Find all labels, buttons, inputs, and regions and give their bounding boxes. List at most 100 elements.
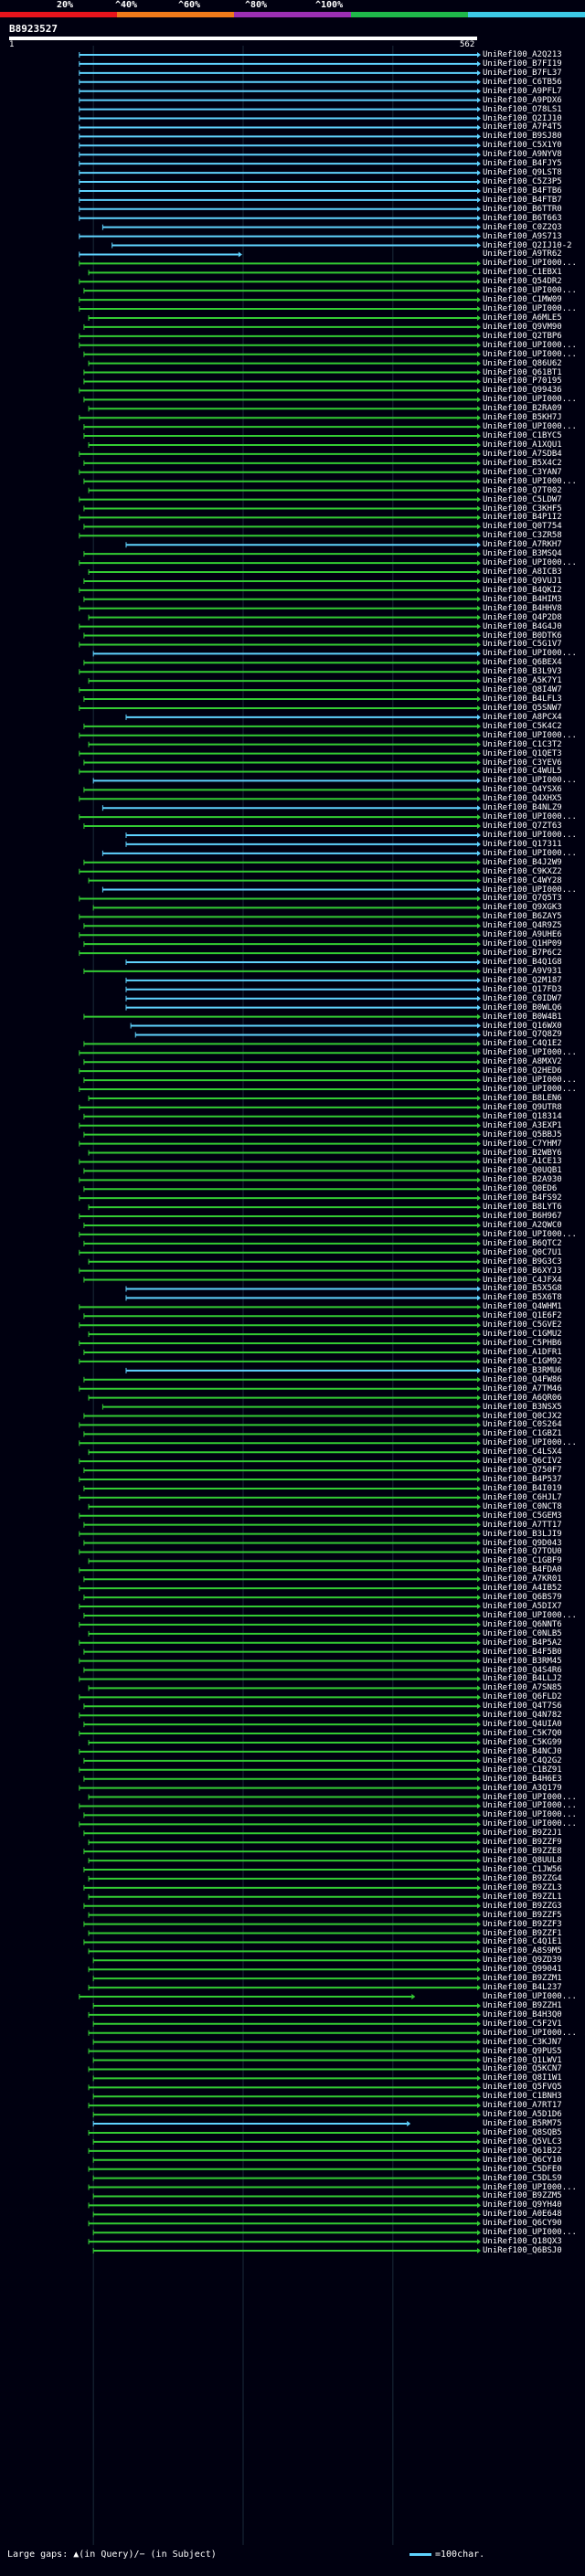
hit-label[interactable]: UniRef100_UPI000... — [483, 1085, 577, 1095]
hit-label[interactable]: UniRef100_B2RA09 — [483, 404, 562, 414]
hit-label[interactable]: UniRef100_UPI000... — [483, 1810, 577, 1820]
hit-label[interactable]: UniRef100_B9ZZF5 — [483, 1910, 562, 1920]
hit-label[interactable]: UniRef100_B9ZZF9 — [483, 1838, 562, 1848]
hit-label[interactable]: UniRef100_B4P537 — [483, 1475, 562, 1484]
hit-label[interactable]: UniRef100_B9ZZE8 — [483, 1847, 562, 1857]
hit-label[interactable]: UniRef100_Q4T7S6 — [483, 1701, 562, 1712]
hit-label[interactable]: UniRef100_B9ZZM5 — [483, 2191, 562, 2201]
hit-label[interactable]: UniRef100_A9TR62 — [483, 249, 562, 260]
hit-label[interactable]: UniRef100_Q9D043 — [483, 1538, 562, 1548]
hit-label[interactable]: UniRef100_B4Q1G8 — [483, 958, 562, 967]
hit-label[interactable]: UniRef100_B0W4B1 — [483, 1012, 562, 1022]
hit-label[interactable]: UniRef100_C5GEM3 — [483, 1511, 562, 1521]
hit-label[interactable]: UniRef100_Q99041 — [483, 1965, 562, 1975]
hit-label[interactable]: UniRef100_C5PHB6 — [483, 1339, 562, 1349]
hit-label[interactable]: UniRef100_Q2IJ10-2 — [483, 240, 572, 250]
hit-label[interactable]: UniRef100_C1GBZ1 — [483, 1429, 562, 1439]
hit-label[interactable]: UniRef100_B7FI19 — [483, 58, 562, 69]
hit-label[interactable]: UniRef100_A7P4T5 — [483, 122, 562, 133]
hit-label[interactable]: UniRef100_A0E648 — [483, 2210, 562, 2220]
hit-label[interactable]: UniRef100_A6MLE5 — [483, 313, 562, 323]
hit-label[interactable]: UniRef100_A7RKH7 — [483, 540, 562, 550]
hit-label[interactable]: UniRef100_B4LLJ2 — [483, 1674, 562, 1684]
hit-label[interactable]: UniRef100_B2WBY6 — [483, 1148, 562, 1158]
hit-label[interactable]: UniRef100_Q0CJX2 — [483, 1411, 562, 1421]
hit-label[interactable]: UniRef100_Q2M187 — [483, 975, 562, 985]
hit-label[interactable]: UniRef100_Q5FVQ5 — [483, 2083, 562, 2093]
hit-label[interactable]: UniRef100_C5GVE2 — [483, 1320, 562, 1330]
hit-label[interactable]: UniRef100_Q5SNW7 — [483, 703, 562, 713]
hit-label[interactable]: UniRef100_UPI000... — [483, 730, 577, 740]
hit-label[interactable]: UniRef100_Q750F7 — [483, 1466, 562, 1476]
hit-label[interactable]: UniRef100_UPI000... — [483, 1229, 577, 1239]
hit-label[interactable]: UniRef100_A3EXP1 — [483, 1120, 562, 1130]
hit-label[interactable]: UniRef100_UPI000... — [483, 1438, 577, 1448]
hit-label[interactable]: UniRef100_A7SDB4 — [483, 449, 562, 459]
hit-label[interactable]: UniRef100_C1GM92 — [483, 1356, 562, 1366]
hit-label[interactable]: UniRef100_C5DFE0 — [483, 2164, 562, 2174]
hit-label[interactable]: UniRef100_Q9ZD39 — [483, 1956, 562, 1966]
hit-label[interactable]: UniRef100_B4I019 — [483, 1483, 562, 1493]
hit-label[interactable]: UniRef100_UPI000... — [483, 848, 577, 858]
hit-label[interactable]: UniRef100_C0IDW7 — [483, 993, 562, 1003]
hit-label[interactable]: UniRef100_Q7T002 — [483, 485, 562, 495]
hit-label[interactable]: UniRef100_C3ZR58 — [483, 531, 562, 541]
hit-label[interactable]: UniRef100_UPI000... — [483, 259, 577, 269]
hit-label[interactable]: UniRef100_Q9LST8 — [483, 168, 562, 178]
hit-label[interactable]: UniRef100_A2QWC0 — [483, 1220, 562, 1230]
hit-label[interactable]: UniRef100_Q1LWV1 — [483, 2055, 562, 2065]
hit-label[interactable]: UniRef100_C1MW09 — [483, 295, 562, 305]
hit-label[interactable]: UniRef100_Q6CIV2 — [483, 1457, 562, 1467]
hit-label[interactable]: UniRef100_B4F5B0 — [483, 1647, 562, 1657]
hit-label[interactable]: UniRef100_Q18QX3 — [483, 2237, 562, 2247]
hit-label[interactable]: UniRef100_Q16WX0 — [483, 1021, 562, 1031]
hit-label[interactable]: UniRef100_UPI000... — [483, 2182, 577, 2192]
hit-label[interactable]: UniRef100_C5F2V1 — [483, 2019, 562, 2029]
hit-label[interactable]: UniRef100_C0NCT8 — [483, 1501, 562, 1511]
hit-label[interactable]: UniRef100_B9ZZF3 — [483, 1919, 562, 1929]
hit-label[interactable]: UniRef100_C1BNH3 — [483, 2092, 562, 2102]
hit-label[interactable]: UniRef100_C6HJL7 — [483, 1492, 562, 1502]
hit-label[interactable]: UniRef100_B0WLQ6 — [483, 1002, 562, 1012]
hit-label[interactable]: UniRef100_B3LJI9 — [483, 1529, 562, 1539]
hit-label[interactable]: UniRef100_A9S713 — [483, 231, 562, 241]
hit-label[interactable]: UniRef100_C1EBX1 — [483, 268, 562, 278]
hit-label[interactable]: UniRef100_Q5VLC3 — [483, 2136, 562, 2147]
hit-label[interactable]: UniRef100_Q9VM90 — [483, 322, 562, 332]
hit-label[interactable]: UniRef100_B6H967 — [483, 1212, 562, 1222]
hit-label[interactable]: UniRef100_Q4FW86 — [483, 1374, 562, 1384]
hit-label[interactable]: UniRef100_UPI000... — [483, 2028, 577, 2038]
hit-label[interactable]: UniRef100_B9G3C3 — [483, 1256, 562, 1267]
hit-label[interactable]: UniRef100_Q9XGK3 — [483, 903, 562, 913]
hit-label[interactable]: UniRef100_UPI000... — [483, 340, 577, 350]
hit-label[interactable]: UniRef100_Q61B22 — [483, 2146, 562, 2156]
hit-label[interactable]: UniRef100_Q9YH40 — [483, 2200, 562, 2210]
hit-label[interactable]: UniRef100_B5RM75 — [483, 2119, 562, 2129]
hit-label[interactable]: UniRef100_A7SN85 — [483, 1683, 562, 1693]
hit-label[interactable]: UniRef100_B6XYJ3 — [483, 1266, 562, 1276]
hit-label[interactable]: UniRef100_Q7TOU0 — [483, 1547, 562, 1557]
hit-label[interactable]: UniRef100_B4QKI2 — [483, 585, 562, 595]
hit-label[interactable]: UniRef100_B2A930 — [483, 1175, 562, 1185]
hit-label[interactable]: UniRef100_A1DFR1 — [483, 1347, 562, 1357]
hit-label[interactable]: UniRef100_C5X1Y0 — [483, 141, 562, 151]
hit-label[interactable]: UniRef100_Q4YSX6 — [483, 785, 562, 795]
hit-label[interactable]: UniRef100_Q61BT1 — [483, 367, 562, 377]
hit-label[interactable]: UniRef100_B7P6C2 — [483, 949, 562, 959]
hit-label[interactable]: UniRef100_B9ZZG3 — [483, 1901, 562, 1911]
hit-label[interactable]: UniRef100_B4H3Q0 — [483, 2009, 562, 2019]
hit-label[interactable]: UniRef100_B6ZAY5 — [483, 912, 562, 922]
hit-label[interactable]: UniRef100_UPI000... — [483, 1076, 577, 1086]
hit-label[interactable]: UniRef100_B3NSX5 — [483, 1402, 562, 1412]
hit-label[interactable]: UniRef100_C1GMU2 — [483, 1330, 562, 1340]
hit-label[interactable]: UniRef100_UPI000... — [483, 649, 577, 659]
hit-label[interactable]: UniRef100_Q5BBJ5 — [483, 1129, 562, 1140]
hit-label[interactable]: UniRef100_UPI000... — [483, 830, 577, 840]
hit-label[interactable]: UniRef100_B5X5G8 — [483, 1284, 562, 1294]
hit-label[interactable]: UniRef100_C3KJN7 — [483, 2037, 562, 2047]
hit-label[interactable]: UniRef100_Q86U62 — [483, 358, 562, 368]
hit-label[interactable]: UniRef100_Q8I1W1 — [483, 2073, 562, 2083]
hit-label[interactable]: UniRef100_Q4UIA0 — [483, 1720, 562, 1730]
hit-label[interactable]: UniRef100_C4Q1E1 — [483, 1937, 562, 1947]
hit-label[interactable]: UniRef100_UPI000... — [483, 304, 577, 314]
